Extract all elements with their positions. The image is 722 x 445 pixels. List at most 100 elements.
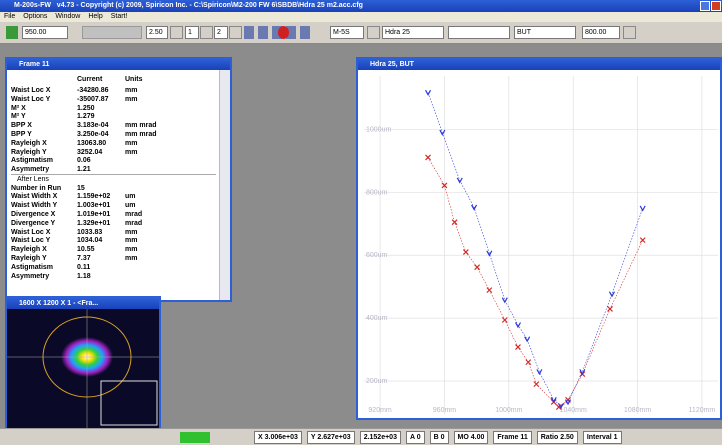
x-tick-label: 1040mm <box>560 407 587 414</box>
param-name: Asymmetry <box>11 272 49 281</box>
data-point <box>580 369 585 374</box>
file-field[interactable]: Hdra 25 <box>382 26 444 39</box>
nav-buttons[interactable] <box>82 26 142 39</box>
status-field: B 0 <box>430 431 449 444</box>
image-window: 1600 X 1200 X 1 - <Fra... <box>5 296 161 430</box>
data-point <box>426 155 431 160</box>
spin[interactable] <box>623 26 636 39</box>
spin[interactable] <box>229 26 242 39</box>
fit-line <box>428 157 643 407</box>
run-icon[interactable] <box>6 26 18 39</box>
menu-item[interactable]: Window <box>55 13 80 20</box>
y-tick-label: 200um <box>366 378 388 385</box>
data-point <box>640 206 645 211</box>
param-value: -35007.87 <box>77 95 109 104</box>
label-field[interactable]: BUT <box>514 26 576 39</box>
param-value: 13063.80 <box>77 139 106 148</box>
step-field[interactable]: 2.50 <box>146 26 168 39</box>
param-value: 0.11 <box>77 263 90 272</box>
window-title: 1600 X 1200 X 1 - <Fra... <box>7 298 159 309</box>
param-unit: mm <box>125 228 137 237</box>
x-tick-label: 1120mm <box>689 407 716 414</box>
param-name: M² Y <box>11 112 26 121</box>
stop-icon[interactable] <box>278 26 289 39</box>
menu-item[interactable]: Start! <box>111 13 128 20</box>
table-row: Asymmetry 1.21 <box>11 165 216 174</box>
screen: M-200s-FW v4.73 - Copyright (c) 2009, Sp… <box>0 0 722 445</box>
param-value: 1.159e+02 <box>77 192 110 201</box>
table-row: Rayleigh Y7.37mm <box>11 254 216 263</box>
param-name: Rayleigh Y <box>11 254 47 263</box>
x-tick-label: 960mm <box>433 407 457 414</box>
param-name: BPP X <box>11 121 32 130</box>
param-value: 1034.04 <box>77 236 102 245</box>
param-value: 1033.83 <box>77 228 102 237</box>
field-2[interactable]: 2 <box>214 26 228 39</box>
param-value: 1.18 <box>77 272 91 281</box>
beam-image <box>7 309 159 428</box>
param-value: 1.21 <box>77 165 91 174</box>
param-value: 1.019e+01 <box>77 210 110 219</box>
param-name: Asymmetry <box>11 165 49 174</box>
minimize-button[interactable] <box>700 1 710 11</box>
param-name: Rayleigh X <box>11 245 47 254</box>
fit-line <box>428 93 643 406</box>
camera-field[interactable]: M-5S <box>330 26 364 39</box>
window-title: Frame 11 <box>7 59 230 70</box>
data-point <box>640 238 645 243</box>
section-label: After Lens <box>11 174 216 184</box>
header-units: Units <box>125 75 143 84</box>
spin[interactable] <box>200 26 213 39</box>
param-unit: um <box>125 192 136 201</box>
end-field[interactable]: 800.00 <box>582 26 620 39</box>
param-unit: mm <box>125 86 137 95</box>
param-value: 1.250 <box>77 104 95 113</box>
param-name: BPP Y <box>11 130 32 139</box>
param-name: Waist Width X <box>11 192 57 201</box>
menu-item[interactable]: Options <box>23 13 47 20</box>
x-tick-label: 1000mm <box>495 407 522 414</box>
param-unit: mm mrad <box>125 121 157 130</box>
menu-item[interactable]: File <box>4 13 15 20</box>
param-value: 10.55 <box>77 245 95 254</box>
window-title: Hdra 25, BUT <box>358 59 720 70</box>
toolbar: 950.00 2.50 1 2 M-5S Hdra 25 BUT 800.00 <box>0 22 722 44</box>
table-row: Divergence X1.019e+01mrad <box>11 210 216 219</box>
param-unit: mm <box>125 148 137 157</box>
field-1[interactable]: 1 <box>185 26 199 39</box>
data-point <box>452 220 457 225</box>
y-tick-label: 1000um <box>366 126 391 133</box>
data-point <box>502 298 507 303</box>
position-field[interactable]: 950.00 <box>22 26 68 39</box>
param-name: Astigmatism <box>11 156 53 165</box>
app-name: M-200s-FW <box>14 2 51 9</box>
status-field: X 3.006e+03 <box>254 431 302 444</box>
table-row: M² Y 1.279 <box>11 112 216 121</box>
spin[interactable] <box>170 26 183 39</box>
param-unit: mm <box>125 95 137 104</box>
param-value: 15 <box>77 184 85 193</box>
param-value: 1.279 <box>77 112 95 121</box>
x-tick-label: 920mm <box>368 407 392 414</box>
status-field: Frame 11 <box>493 431 531 444</box>
param-name: Rayleigh Y <box>11 148 47 157</box>
param-unit: mm <box>125 236 137 245</box>
spin[interactable] <box>367 26 380 39</box>
param-name: Waist Loc X <box>11 86 50 95</box>
param-unit: mm mrad <box>125 130 157 139</box>
table-row: Waist Width X 1.159e+02 um <box>11 192 216 201</box>
y-tick-label: 600um <box>366 252 388 259</box>
close-button[interactable] <box>711 1 721 11</box>
blank-field[interactable] <box>448 26 510 39</box>
y-tick-label: 400um <box>366 315 388 322</box>
menu-item[interactable]: Help <box>88 13 102 20</box>
param-name: Divergence Y <box>11 219 55 228</box>
